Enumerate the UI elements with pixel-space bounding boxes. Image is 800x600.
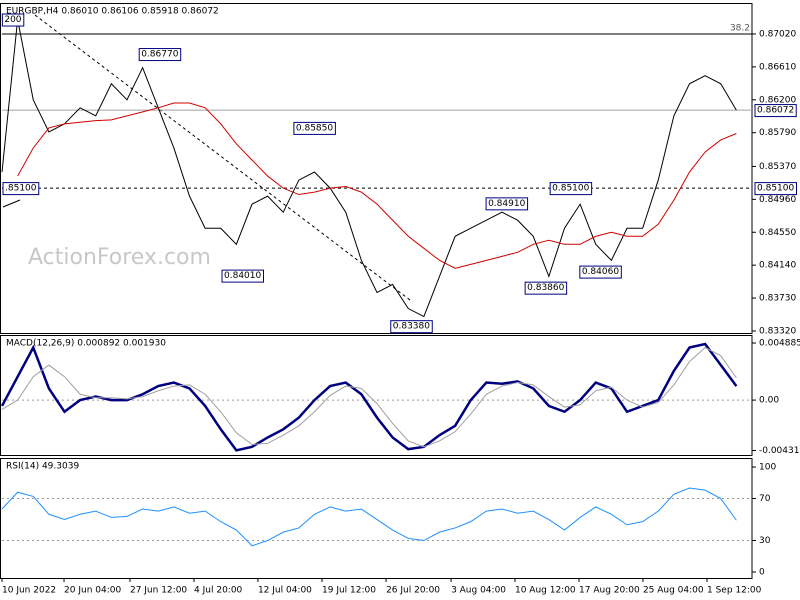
- y-tick-label: 0: [759, 568, 765, 578]
- x-tick-label: 10 Jun 2022: [2, 586, 56, 596]
- y-tick-label: 0.84960: [759, 195, 796, 205]
- series-line: [17, 102, 737, 269]
- y-tick-label: 70: [759, 494, 771, 504]
- annotation: 0.84010: [224, 271, 261, 281]
- annotation-box: [579, 265, 622, 279]
- trend-line: [34, 14, 411, 301]
- y-tick-label: 0.00: [759, 396, 779, 406]
- annotation: 200: [4, 15, 21, 25]
- level-label: 0.86072: [757, 106, 794, 116]
- annotation: 0.84060: [582, 267, 619, 277]
- series-line: [1, 487, 737, 547]
- panel-title: RSI(14) 49.3039: [6, 462, 79, 472]
- x-tick-label: 3 Aug 04:00: [451, 586, 506, 596]
- y-tick-label: -0.004315: [759, 446, 800, 456]
- y-tick-label: 0.83320: [759, 326, 796, 336]
- x-tick-label: 26 Jul 20:00: [386, 586, 440, 596]
- x-tick-label: 19 Jul 12:00: [322, 586, 376, 596]
- y-tick-label: 0.86200: [759, 95, 796, 105]
- annotation: 0.85100: [552, 184, 589, 194]
- series-line: [1, 19, 737, 318]
- y-tick-label: 30: [759, 536, 771, 546]
- x-tick-label: 10 Aug 12:00: [515, 586, 576, 596]
- series-line: [0, 342, 738, 452]
- annotation-box: [524, 281, 568, 295]
- annotation-box: [138, 48, 182, 62]
- trend-line: [2, 199, 21, 208]
- watermark: ActionForex.com: [28, 245, 211, 270]
- annotation-box: [485, 197, 529, 211]
- x-tick-label: 20 Jun 04:00: [64, 586, 121, 596]
- panel-title: EURGBP,H4 0.86010 0.86106 0.85918 0.8607…: [6, 7, 219, 17]
- annotation: 0.83860: [527, 283, 564, 293]
- annotation: 0.85850: [296, 123, 333, 133]
- level-label-box: [754, 182, 797, 196]
- annotation: 0.83380: [393, 322, 430, 332]
- panel-frame: [0, 458, 753, 579]
- y-tick-label: 0.84550: [759, 228, 796, 238]
- y-tick-label: 0.83730: [759, 294, 796, 304]
- level-label: 0.85100: [757, 184, 794, 194]
- annotation: 0.84910: [488, 199, 525, 209]
- annotation-box: [221, 269, 265, 283]
- annotation-box: [549, 182, 593, 196]
- annotation-box: [293, 121, 336, 135]
- series-line: [1, 346, 737, 448]
- x-tick-label: 25 Aug 04:00: [643, 586, 704, 596]
- annotation-box: [1, 13, 25, 27]
- annotation: 0.86770: [141, 50, 178, 60]
- x-tick-label: 4 Jul 20:00: [194, 586, 243, 596]
- panel-frame: [0, 3, 753, 334]
- annotation-box: [2, 182, 40, 196]
- y-tick-label: 0.86610: [759, 62, 796, 72]
- x-tick-label: 1 Sep 12:00: [707, 586, 762, 596]
- x-tick-label: 12 Jul 04:00: [258, 586, 312, 596]
- y-tick-label: 0.85790: [759, 128, 796, 138]
- panel-frame: [0, 335, 753, 456]
- x-tick-label: 27 Jun 12:00: [130, 586, 187, 596]
- y-tick-label: 0.87020: [759, 29, 796, 39]
- level-label: 38.2: [730, 23, 750, 33]
- y-tick-label: 0.85370: [759, 162, 796, 172]
- annotation-box: [390, 320, 433, 334]
- y-tick-label: 100: [759, 463, 776, 473]
- y-tick-label: 0.84140: [759, 261, 796, 271]
- x-tick-label: 17 Aug 20:00: [579, 586, 640, 596]
- panel-title: MACD(12,26,9) 0.000892 0.001930: [6, 339, 166, 349]
- annotation: .85100: [5, 184, 37, 194]
- y-tick-label: 0.004885: [759, 339, 800, 349]
- level-label-box: [754, 104, 797, 118]
